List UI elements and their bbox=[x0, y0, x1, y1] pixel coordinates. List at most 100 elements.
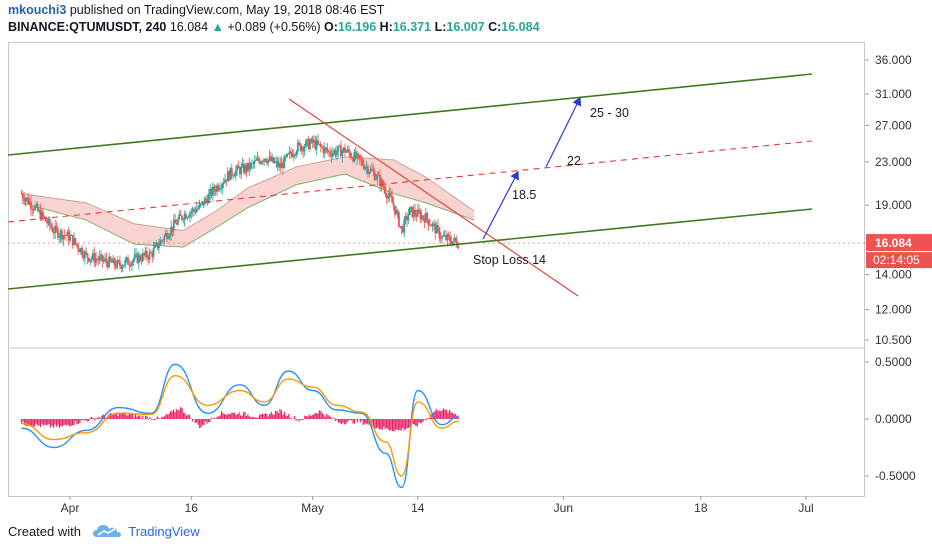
macd-histogram-bar bbox=[330, 417, 332, 419]
macd-histogram-bar bbox=[20, 419, 23, 424]
signal-line bbox=[21, 374, 459, 477]
candle-body bbox=[311, 138, 314, 143]
macd-histogram-bar bbox=[28, 419, 30, 427]
candle-body bbox=[325, 147, 328, 149]
macd-histogram-bar bbox=[270, 411, 272, 419]
macd-histogram-bar bbox=[178, 409, 180, 419]
time-axis-label: Jul bbox=[798, 501, 813, 515]
candle-body bbox=[66, 231, 69, 236]
macd-histogram-bar bbox=[326, 413, 328, 419]
candle-body bbox=[54, 225, 57, 234]
candle-body bbox=[371, 168, 373, 171]
candle-body bbox=[261, 161, 264, 163]
author-link[interactable]: mkouchi3 bbox=[8, 3, 67, 17]
macd-histogram-bar bbox=[307, 416, 309, 419]
candle-body bbox=[109, 256, 112, 261]
macd-histogram-bar bbox=[35, 419, 37, 424]
macd-histogram-bar bbox=[251, 416, 253, 419]
macd-histogram-bar bbox=[286, 416, 288, 419]
candle-body bbox=[385, 194, 388, 199]
macd-histogram-bar bbox=[279, 409, 281, 419]
candle-body bbox=[232, 175, 235, 176]
macd-histogram-bar bbox=[277, 413, 280, 419]
candle-body bbox=[131, 261, 133, 266]
macd-histogram-bar bbox=[431, 414, 433, 419]
macd-histogram-bar bbox=[58, 419, 61, 428]
macd-histogram-bar bbox=[323, 414, 325, 419]
candle-body bbox=[156, 242, 159, 249]
candle-body bbox=[264, 158, 267, 162]
candle-body bbox=[391, 196, 394, 203]
candle-body bbox=[98, 256, 101, 261]
candle-body bbox=[344, 147, 346, 153]
candle-body bbox=[414, 209, 416, 216]
candle-body bbox=[446, 234, 449, 240]
candle-body bbox=[260, 161, 263, 164]
macd-axis-label: 0.5000 bbox=[875, 355, 912, 369]
macd-histogram-bar bbox=[85, 419, 87, 421]
macd-histogram-bar bbox=[261, 413, 264, 419]
tradingview-link[interactable]: TradingView bbox=[128, 524, 200, 539]
macd-histogram-bar bbox=[381, 419, 383, 430]
macd-histogram-bar bbox=[200, 419, 202, 428]
candle-body bbox=[376, 174, 379, 179]
macd-histogram-bar bbox=[215, 418, 217, 419]
macd-histogram-bar bbox=[332, 419, 334, 420]
macd-histogram-bar bbox=[250, 417, 252, 419]
last-price: 16.084 bbox=[169, 20, 209, 34]
candle-body bbox=[47, 218, 50, 224]
candle-body bbox=[380, 180, 383, 187]
macd-histogram-bar bbox=[95, 417, 97, 419]
candle-body bbox=[174, 219, 177, 224]
candle-body bbox=[63, 235, 66, 236]
macd-histogram-bar bbox=[127, 414, 129, 419]
macd-histogram-bar bbox=[241, 415, 243, 419]
candle-body bbox=[309, 142, 311, 149]
macd-histogram-bar bbox=[234, 412, 236, 419]
macd-histogram-bar bbox=[117, 415, 119, 419]
candle-body bbox=[163, 235, 166, 241]
candle-body bbox=[74, 238, 77, 244]
candle-body bbox=[362, 164, 365, 169]
macd-histogram-bar bbox=[336, 419, 338, 421]
candle-body bbox=[299, 143, 302, 151]
candle-body bbox=[179, 214, 182, 216]
candle-body bbox=[256, 158, 259, 161]
macd-histogram-bar bbox=[197, 419, 199, 425]
candle-body bbox=[400, 225, 403, 229]
macd-histogram-bar bbox=[428, 417, 430, 419]
candle-body bbox=[213, 186, 216, 191]
macd-histogram-bar bbox=[399, 419, 401, 430]
channel-upper-line bbox=[8, 73, 813, 156]
candle-body bbox=[242, 163, 245, 173]
macd-histogram-bar bbox=[191, 419, 193, 422]
time-axis-label: May bbox=[301, 501, 324, 515]
macd-histogram-bar bbox=[256, 417, 258, 419]
macd-histogram-bar bbox=[400, 419, 402, 431]
candle-body bbox=[336, 151, 338, 156]
macd-histogram-bar bbox=[397, 419, 399, 431]
candle-body bbox=[403, 218, 406, 233]
chart-frame[interactable] bbox=[8, 42, 865, 497]
macd-histogram-bar bbox=[204, 419, 207, 422]
macd-histogram-bar bbox=[393, 419, 395, 432]
candle-body bbox=[399, 225, 402, 227]
candle-body bbox=[89, 259, 92, 262]
candle-body bbox=[426, 212, 429, 220]
candle-body bbox=[406, 216, 408, 221]
macd-histogram-bar bbox=[238, 412, 240, 419]
macd-histogram-bar bbox=[146, 416, 148, 419]
candle-body bbox=[149, 252, 152, 254]
candle-body bbox=[263, 158, 266, 162]
candle-body bbox=[50, 225, 53, 228]
macd-histogram-bar bbox=[48, 419, 50, 425]
macd-histogram-bar bbox=[71, 419, 74, 426]
candle-body bbox=[61, 230, 63, 240]
macd-histogram-bar bbox=[220, 411, 223, 419]
candle-body bbox=[389, 192, 392, 197]
macd-histogram-bar bbox=[242, 412, 245, 419]
candle-body bbox=[321, 146, 323, 148]
candle-body bbox=[82, 255, 85, 259]
candle-body bbox=[352, 157, 354, 162]
